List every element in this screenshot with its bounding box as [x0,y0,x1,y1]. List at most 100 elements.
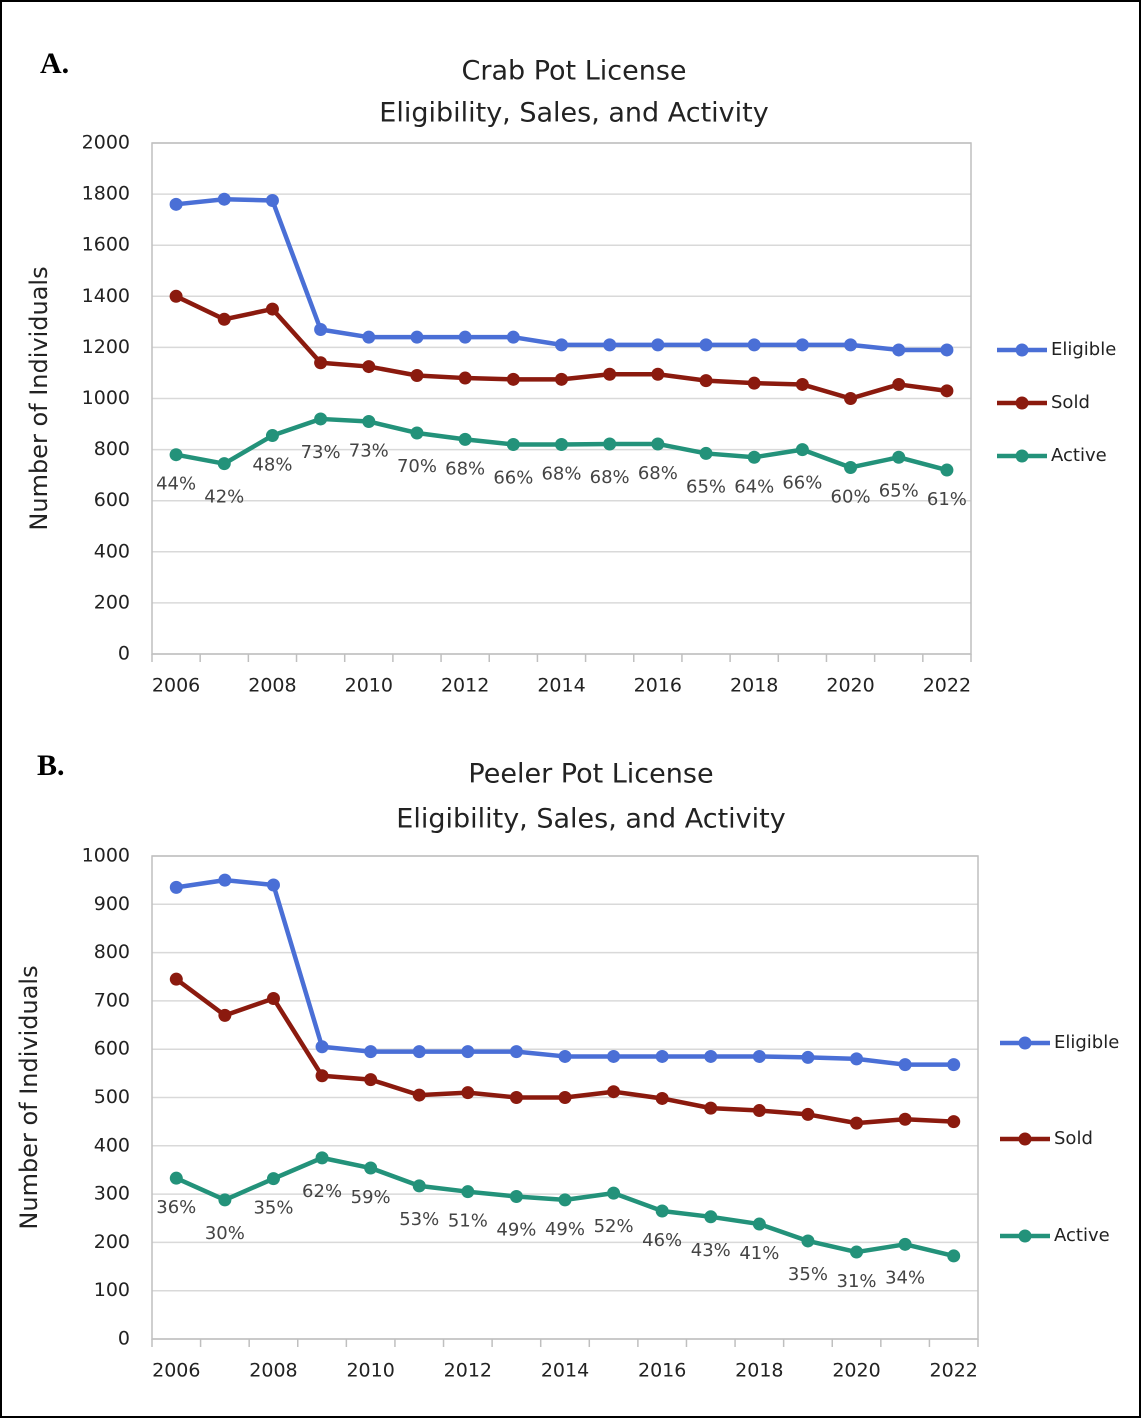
marker [704,1210,718,1224]
marker [458,432,472,446]
point-label: 35% [788,1264,828,1285]
marker [169,448,183,462]
marker [169,880,183,894]
plot-frame [151,855,979,1340]
marker [169,1171,183,1185]
marker [844,338,858,352]
marker [850,1116,864,1130]
point-label: 43% [691,1240,731,1261]
x-tick-label: 2016 [634,675,682,697]
marker [364,1161,378,1175]
x-tick-label: 2018 [735,1360,783,1382]
marker [266,1172,280,1186]
legend-marker [1015,449,1029,463]
y-tick-label: 800 [94,438,130,460]
point-label: 61% [927,489,967,510]
marker [458,330,472,344]
marker [844,392,858,405]
y-tick-label: 2000 [82,132,130,154]
marker [704,1101,718,1115]
marker [558,1193,572,1207]
marker [850,1052,864,1066]
marker [315,1151,329,1165]
point-label: 34% [885,1267,925,1288]
y-tick-label: 0 [118,643,130,665]
marker [940,384,954,398]
point-label: 64% [734,476,774,497]
y-axis-label: Number of Individuals [15,965,43,1229]
marker [218,1193,232,1207]
marker [315,1069,329,1083]
y-tick-label: 900 [94,893,130,915]
legend-marker [1018,1229,1032,1243]
marker [217,457,231,471]
point-label: 51% [448,1211,488,1232]
marker [607,1186,621,1200]
marker [364,1073,378,1087]
marker [898,1237,912,1251]
marker [947,1115,961,1129]
legend-label: Active [1051,445,1107,466]
marker [747,450,761,464]
marker [747,338,761,352]
y-tick-label: 600 [94,1038,130,1060]
marker [795,377,809,391]
point-label: 48% [252,455,292,476]
y-tick-label: 0 [118,1328,130,1350]
marker [747,376,761,390]
x-tick-label: 2016 [638,1360,686,1382]
x-tick-label: 2012 [441,675,489,697]
marker [558,1091,572,1104]
marker [509,1190,523,1204]
point-label: 41% [739,1243,779,1264]
x-tick-label: 2008 [248,675,296,697]
marker [947,1249,961,1263]
marker [892,343,906,357]
marker [844,460,858,474]
legend-marker [1015,396,1029,410]
marker [265,302,279,316]
y-tick-label: 200 [94,591,130,613]
y-tick-label: 1400 [82,285,130,307]
point-label: 49% [496,1220,536,1241]
x-tick-label: 2012 [444,1360,492,1382]
x-tick-label: 2008 [249,1360,297,1382]
marker [412,1179,426,1193]
marker [509,1045,523,1059]
marker [795,338,809,352]
point-label: 53% [399,1209,439,1230]
marker [461,1086,475,1100]
marker [555,372,568,386]
marker [506,372,520,386]
legend-label: Sold [1054,1128,1093,1149]
marker [940,463,954,477]
point-label: 68% [590,467,630,488]
x-tick-label: 2014 [537,675,585,697]
marker [603,338,617,352]
point-label: 73% [301,442,341,463]
marker [506,437,520,451]
marker [364,1045,378,1059]
y-tick-label: 400 [94,1134,130,1156]
marker [795,443,809,457]
legend-marker [1015,343,1029,357]
marker [651,367,665,381]
marker [509,1091,523,1104]
marker [266,991,280,1005]
legend-label: Active [1054,1225,1110,1246]
marker [558,1049,572,1063]
chart-title: Crab Pot License [461,56,686,87]
point-label: 42% [204,487,244,508]
y-tick-label: 100 [94,1279,130,1301]
point-label: 31% [837,1271,877,1292]
marker [169,197,183,211]
x-tick-label: 2020 [826,675,874,697]
marker [699,338,713,352]
y-tick-label: 200 [94,1231,130,1253]
point-label: 46% [642,1230,682,1251]
point-label: 66% [493,467,533,488]
marker [947,1058,961,1072]
y-tick-label: 600 [94,489,130,511]
y-tick-label: 1200 [82,336,130,358]
